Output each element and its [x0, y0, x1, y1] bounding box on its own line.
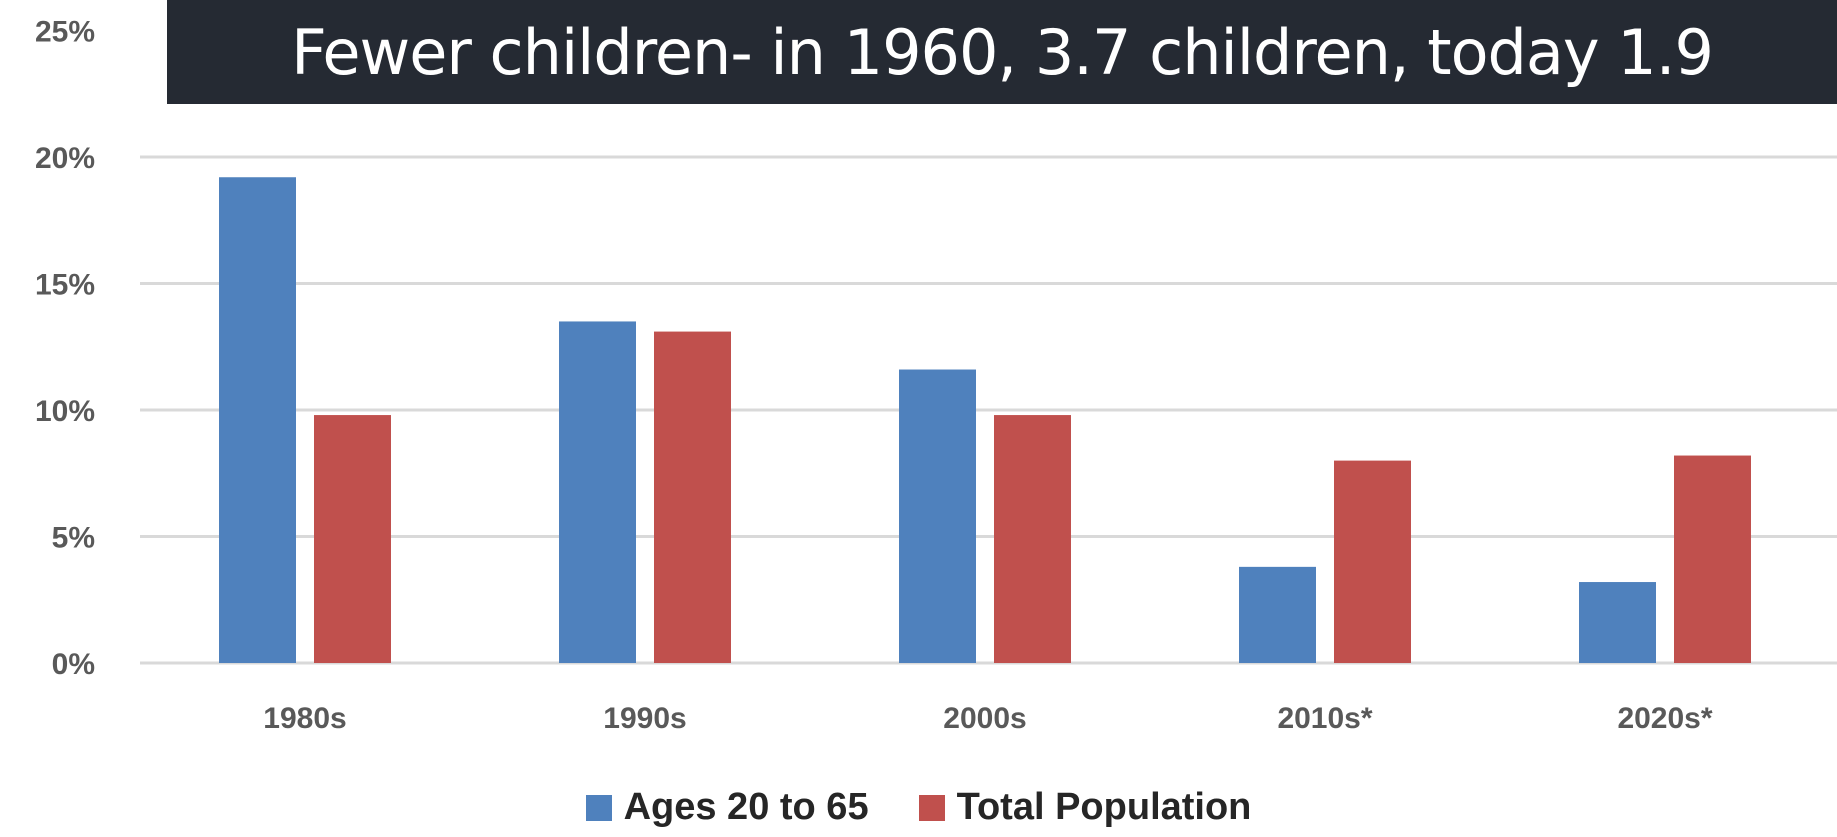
legend-item-total: Total Population	[918, 786, 1252, 829]
legend: Ages 20 to 65 Total Population	[0, 786, 1837, 829]
bar-ages-20-65-3	[1239, 566, 1316, 663]
y-tick-label: 5%	[52, 522, 95, 555]
title-banner: Fewer children- in 1960, 3.7 children, t…	[167, 0, 1837, 104]
bar-ages-20-65-2	[899, 369, 976, 663]
x-category-label: 2000s	[943, 702, 1026, 735]
banner-text: Fewer children- in 1960, 3.7 children, t…	[291, 15, 1714, 89]
legend-item-ages: Ages 20 to 65	[585, 786, 869, 829]
bar-total-population-3	[1334, 460, 1411, 663]
y-tick-label: 15%	[35, 269, 95, 302]
bar-ages-20-65-0	[219, 177, 296, 664]
bar-ages-20-65-1	[559, 321, 636, 663]
y-tick-label: 20%	[35, 142, 95, 175]
bar-total-population-1	[654, 331, 731, 663]
x-category-label: 1980s	[263, 702, 346, 735]
x-axis-category-labels: 1980s 1990s 2000s 2010s* 2020s*	[263, 702, 1713, 735]
bar-ages-20-65-4	[1579, 582, 1656, 663]
legend-swatch-ages	[585, 794, 612, 821]
legend-label-total: Total Population	[956, 786, 1252, 828]
x-category-label: 2020s*	[1617, 702, 1712, 735]
legend-swatch-total	[918, 794, 945, 821]
bar-total-population-4	[1674, 455, 1751, 663]
x-category-label: 1990s	[603, 702, 686, 735]
bars	[219, 177, 1751, 664]
y-axis-tick-labels: 0% 5% 10% 15% 20% 25%	[35, 16, 95, 682]
y-tick-label: 10%	[35, 395, 95, 428]
x-category-label: 2010s*	[1277, 702, 1372, 735]
legend-label-ages: Ages 20 to 65	[623, 786, 869, 828]
gridlines	[140, 155, 1837, 665]
y-tick-label: 25%	[35, 16, 95, 49]
y-tick-label: 0%	[52, 648, 95, 681]
bar-total-population-0	[314, 415, 391, 663]
bar-total-population-2	[994, 415, 1071, 663]
